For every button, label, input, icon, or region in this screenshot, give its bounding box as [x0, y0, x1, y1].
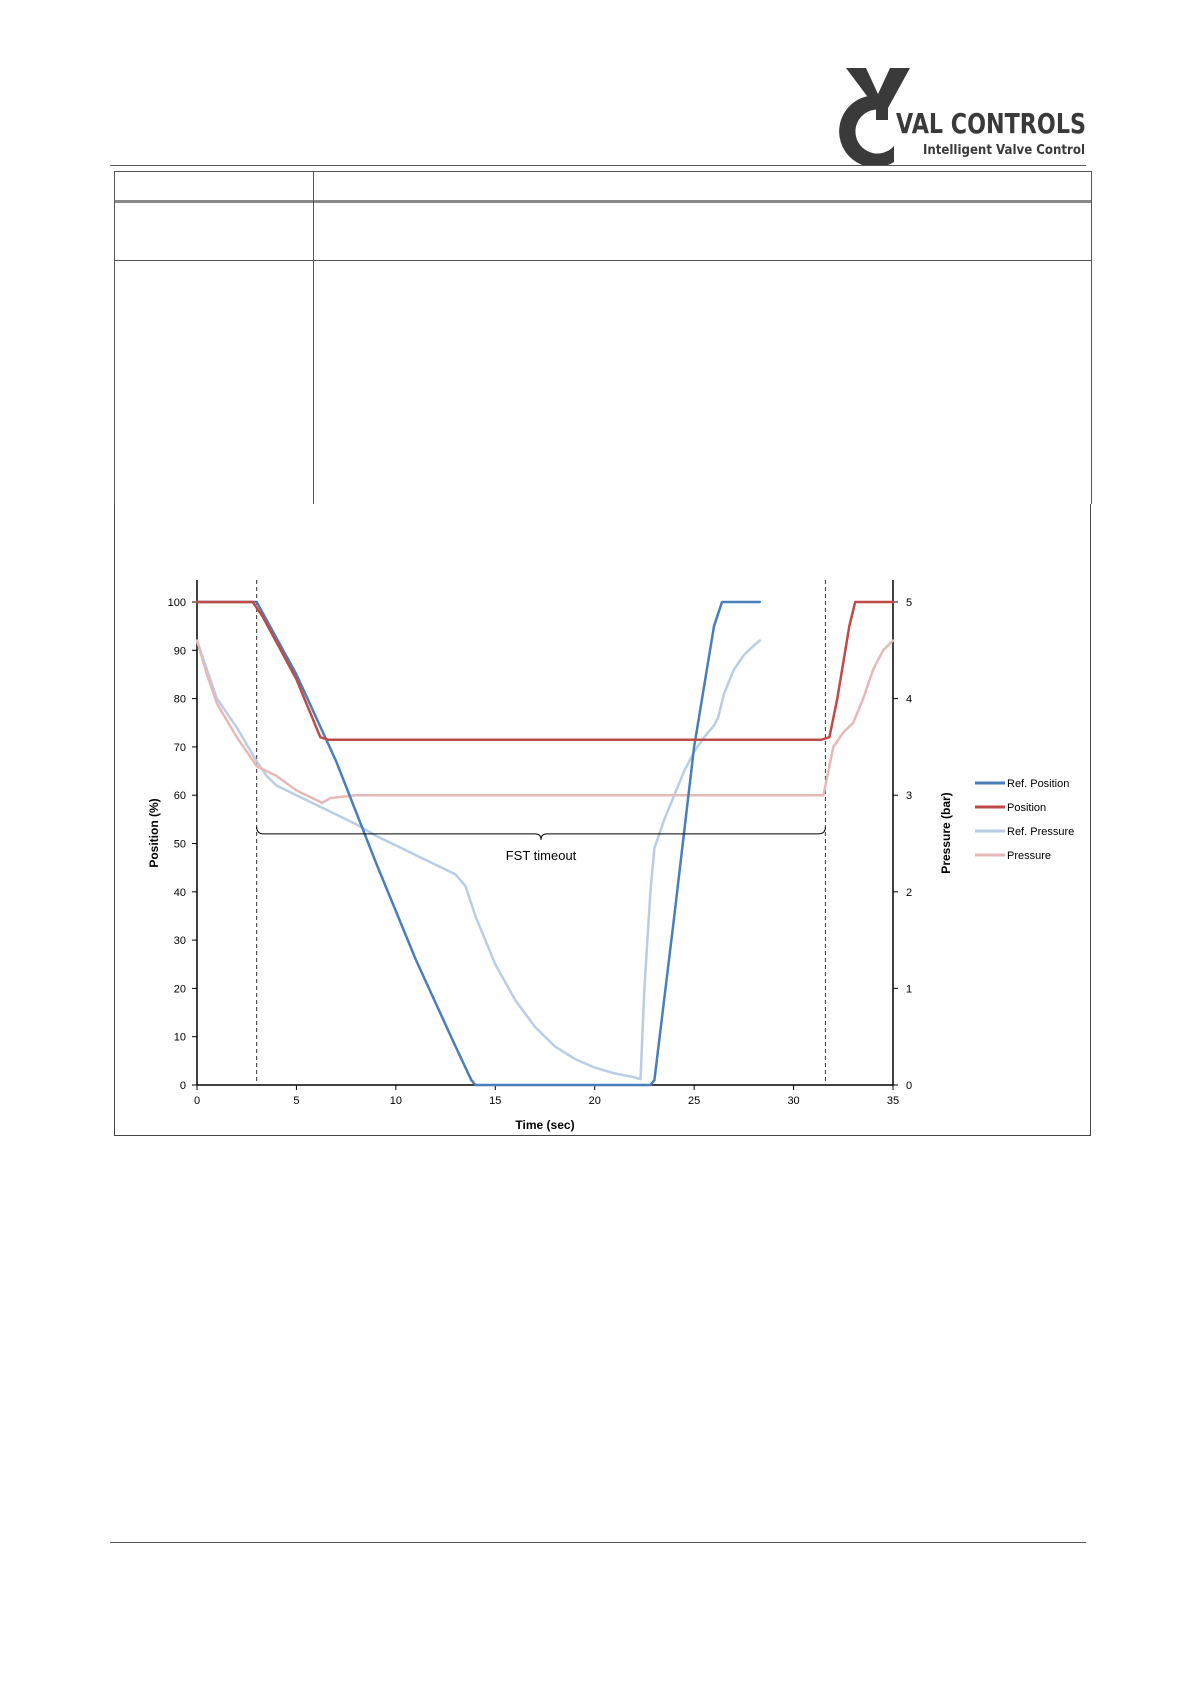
logo-y-mark [846, 68, 910, 120]
fst-timeout-brace [256, 826, 826, 840]
val-controls-logo: VAL CONTROLS Intelligent Valve Control [839, 68, 1086, 166]
x-tick-label: 35 [887, 1095, 899, 1107]
y-tick-label: 10 [174, 1032, 186, 1044]
legend-label: Pressure [1007, 850, 1051, 862]
x-tick-label: 15 [489, 1095, 501, 1107]
table-row-divider [114, 260, 1092, 261]
y-tick-label: 80 [174, 694, 186, 706]
y-axis-label: Position (%) [147, 798, 161, 867]
y2-tick-label: 0 [906, 1080, 912, 1092]
chart-frame [114, 504, 1091, 1136]
chart-annotation: FST timeout [256, 826, 826, 863]
legend-label: Position [1007, 802, 1046, 814]
y-tick-label: 70 [174, 742, 186, 754]
y-tick-label: 30 [174, 935, 186, 947]
chart-legend: Ref. Position Position Ref. Pressure Pressu… [975, 778, 1074, 862]
table-column-divider [313, 171, 314, 504]
y-tick-label: 50 [174, 839, 186, 851]
series-line-ref-position [195, 600, 762, 1087]
y-tick-label: 20 [174, 983, 186, 995]
table-header-rule [114, 200, 1092, 203]
y2-tick-label: 2 [906, 887, 912, 899]
table-left-border [114, 171, 115, 504]
y2-tick-label: 3 [906, 790, 912, 802]
x-tick-label: 5 [293, 1095, 299, 1107]
y2-tick-label: 1 [906, 983, 912, 995]
footer-rule [110, 1542, 1086, 1543]
fst-timeout-label: FST timeout [506, 848, 577, 863]
y2-tick-label: 4 [906, 694, 912, 706]
series-line-ref-pressure [195, 639, 762, 1081]
x-tick-label: 25 [688, 1095, 700, 1107]
series-line-pressure [195, 639, 895, 805]
x-tick-label: 10 [390, 1095, 402, 1107]
series-line-position [195, 600, 895, 741]
y2-tick-label: 5 [906, 597, 912, 609]
y-tick-label: 40 [174, 887, 186, 899]
y2-axis-label: Pressure (bar) [939, 792, 953, 873]
x-tick-label: 20 [589, 1095, 601, 1107]
legend-label: Ref. Pressure [1007, 826, 1074, 838]
x-axis-label: Time (sec) [515, 1118, 574, 1132]
x-tick-label: 0 [194, 1095, 200, 1107]
table-right-border [1091, 171, 1092, 504]
logo-tagline: Intelligent Valve Control [923, 143, 1085, 158]
chart-series [195, 600, 895, 1087]
y-tick-label: 0 [180, 1080, 186, 1092]
spec-table [114, 171, 1092, 504]
logo-brand-text: VAL CONTROLS [896, 107, 1086, 140]
header-rule [110, 165, 1086, 166]
y-tick-label: 60 [174, 790, 186, 802]
y-tick-label: 90 [174, 645, 186, 657]
legend-label: Ref. Position [1007, 778, 1069, 790]
chart-axes [196, 580, 894, 1086]
chart-reference-lines [256, 580, 826, 1085]
y-tick-label: 100 [168, 597, 186, 609]
x-tick-label: 30 [787, 1095, 799, 1107]
logo-c-mark [839, 95, 894, 166]
table-top-border [114, 171, 1092, 172]
